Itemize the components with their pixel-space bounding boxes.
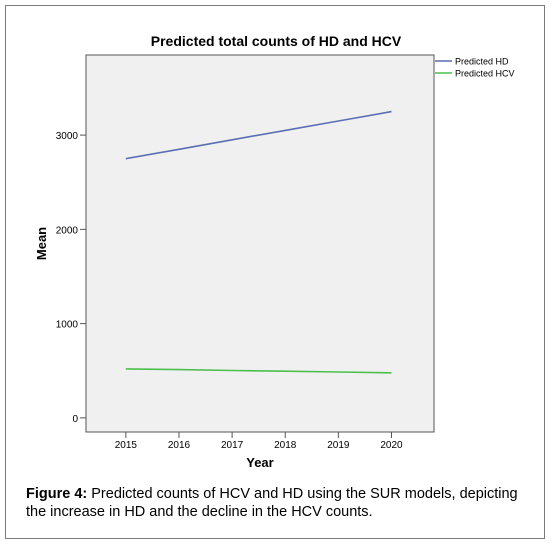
legend: Predicted HD Predicted HCV (435, 57, 515, 79)
x-tick-label: 2018 (274, 440, 297, 451)
axis-ticks: 0 1000 2000 3000 2015 2016 2017 2018 2019 2020 (56, 131, 403, 451)
x-tick-label: 2019 (327, 440, 350, 451)
y-tick-label: 3000 (56, 131, 79, 142)
y-tick-label: 0 (72, 414, 78, 425)
x-tick-label: 2020 (380, 440, 403, 451)
y-tick-label: 2000 (56, 225, 79, 236)
series-lines (125, 110, 392, 374)
x-tick-label: 2017 (221, 440, 244, 451)
y-axis-label: Mean (34, 227, 49, 260)
y-tick-label: 1000 (56, 320, 79, 331)
chart-title: Predicted total counts of HD and HCV (150, 33, 402, 49)
plot-area (85, 54, 435, 433)
legend-label: Predicted HD (455, 57, 509, 67)
series-line-1 (125, 110, 392, 160)
caption-label: Figure 4: (26, 486, 88, 502)
legend-label: Predicted HCV (455, 69, 515, 79)
x-tick-label: 2016 (168, 440, 191, 451)
x-axis-label: Year (246, 455, 273, 470)
x-tick-label: 2015 (115, 440, 138, 451)
series-line-2 (125, 368, 392, 374)
caption-text: Predicted counts of HCV and HD using the… (26, 486, 518, 520)
figure-caption: Figure 4: Predicted counts of HCV and HD… (26, 485, 536, 521)
